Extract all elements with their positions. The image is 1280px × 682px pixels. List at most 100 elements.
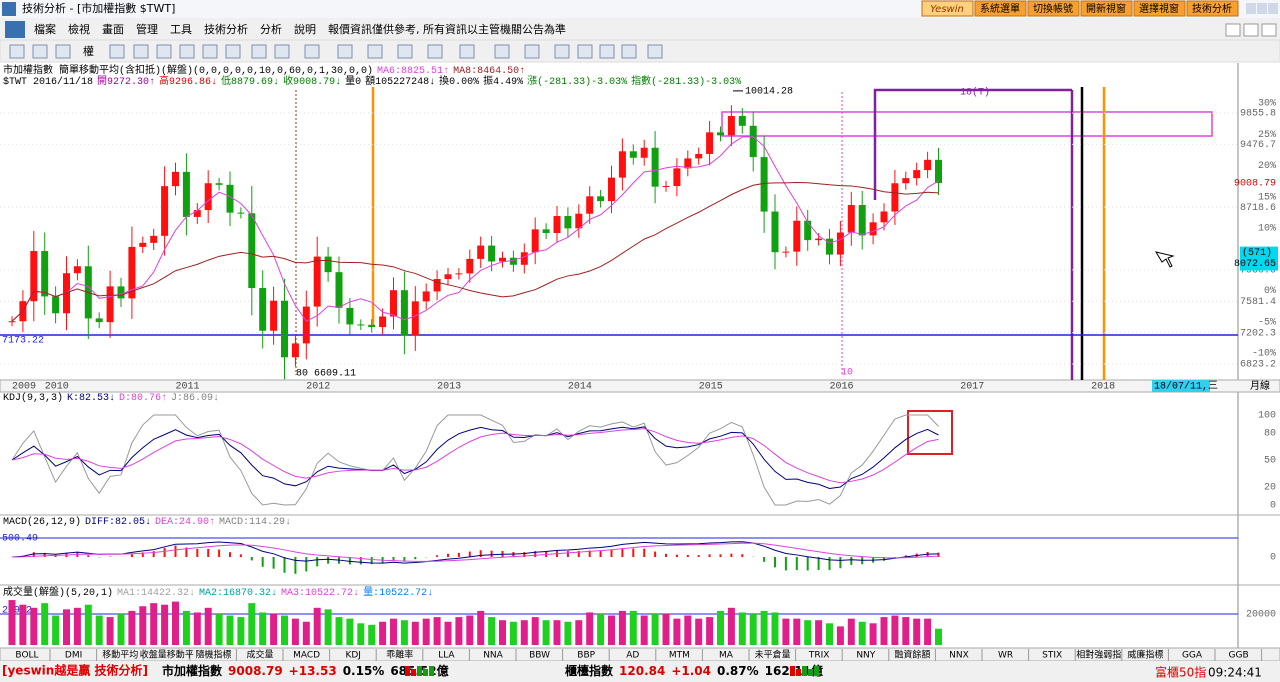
toolbar-button[interactable] [494,44,510,59]
tab[interactable]: STIX [1042,651,1062,661]
tab[interactable]: 威廉指標 [1127,649,1163,661]
mdi-button[interactable] [1243,23,1259,37]
volume-bar [41,603,49,645]
toolbar-button[interactable] [577,44,593,59]
volume-bar [760,610,768,645]
tab[interactable]: AD [626,651,639,661]
toolbar-label[interactable]: 權 [83,45,94,58]
toolbar-button[interactable] [367,44,383,59]
tab[interactable]: MTM [669,651,690,661]
toolbar-button[interactable] [621,44,637,59]
title-button-label[interactable]: 系統選單 [980,2,1020,15]
toolbar-button[interactable] [156,44,172,59]
tab[interactable]: BBP [577,651,595,661]
title-button[interactable] [1080,0,1133,17]
toolbar-button[interactable] [647,44,663,59]
toolbar-button[interactable] [459,44,475,59]
title-button[interactable] [1186,0,1239,17]
tab[interactable]: NNY [856,651,875,661]
tab[interactable]: 相對強弱指 [1076,649,1121,661]
tab[interactable]: DMI [65,651,82,661]
menu-item[interactable]: 畫面 [102,22,124,36]
candle [346,307,354,325]
candle [477,245,485,259]
menu-item[interactable]: 管理 [136,22,158,36]
title-button-label[interactable]: 開新視窗 [1086,2,1126,15]
toolbar-button[interactable] [133,44,149,59]
volume-bar [422,618,430,645]
title-button-label[interactable]: Yeswin [930,4,964,15]
candle [629,151,637,158]
toolbar-button[interactable] [32,44,48,59]
toolbar-button[interactable] [225,44,241,59]
tab[interactable]: GGB [1229,651,1249,661]
toolbar-button[interactable] [337,44,353,59]
menu-item[interactable]: 檢視 [68,22,90,36]
y-tick-label: 9855.8 [1240,109,1276,120]
tab[interactable]: 成交量 [246,649,273,661]
tab[interactable]: LLA [438,651,455,661]
tab[interactable]: NNA [483,651,503,661]
toolbar-button[interactable] [427,44,443,59]
toolbar-button[interactable] [179,44,195,59]
mini-bar [796,669,801,676]
volume-bar [324,609,332,645]
volume-bar [161,604,169,645]
title-button[interactable] [1027,0,1080,17]
toolbar-button[interactable] [554,44,570,59]
text-run: 9008.79 [228,664,283,678]
toolbar-button[interactable] [109,44,125,59]
candle [586,196,594,214]
tab[interactable]: 乖離率 [386,649,413,661]
tab[interactable]: 隨機指標 [195,649,231,661]
menu-item[interactable]: 分析 [260,22,282,36]
volume-bar [836,626,844,645]
status-ticker: 富櫃50指 [1155,665,1206,680]
tab[interactable]: BOLL [15,651,38,661]
title-button-label[interactable]: 切換帳號 [1033,2,1073,15]
toolbar-button[interactable] [599,44,615,59]
tab[interactable]: MACD [293,651,320,661]
candle [270,300,278,331]
toolbar-button[interactable] [304,44,320,59]
title-button[interactable] [921,0,974,17]
menu-item[interactable]: 說明 [294,22,316,36]
tab[interactable]: 收盤量移動平 [140,649,194,661]
mdi-button[interactable] [1261,23,1277,37]
tab[interactable]: BBW [529,651,550,661]
menu-item[interactable]: 技術分析 [204,22,248,36]
tab[interactable]: 未平倉量 [755,649,791,661]
mdi-button[interactable] [1225,23,1241,37]
toolbar-button[interactable] [9,44,25,59]
tab[interactable]: WR [998,651,1013,661]
tab[interactable]: MA [719,651,734,661]
toolbar-button[interactable] [55,44,71,59]
mini-bar [808,669,813,676]
title-button[interactable] [974,0,1027,17]
x-tick-label: 2017 [960,382,984,393]
window-control[interactable] [1268,3,1278,14]
tab[interactable]: GGA [1182,651,1203,661]
tab[interactable]: NNX [949,651,969,661]
toolbar-button[interactable] [397,44,413,59]
menu-item[interactable]: 檔案 [34,22,56,36]
volume-bar [880,617,888,645]
tab[interactable]: 融資餘額 [894,649,930,661]
toolbar-button[interactable] [202,44,218,59]
title-button-label[interactable]: 技術分析 [1192,2,1232,15]
title-button[interactable] [1133,0,1186,17]
volume-bar [618,610,626,645]
title-button-label[interactable]: 選擇視窗 [1139,2,1179,15]
window-control[interactable] [1257,3,1267,14]
toolbar-button[interactable] [274,44,290,59]
candle [117,286,125,299]
tab[interactable]: KDJ [345,651,361,661]
last-price: 9008.79 [1234,179,1276,190]
window-control[interactable] [1246,3,1256,14]
toolbar-button[interactable] [524,44,540,59]
menu-item[interactable]: 工具 [170,23,192,36]
tab[interactable]: TRIX [808,651,830,661]
tab[interactable]: 移動平均 [102,649,138,661]
volume-bar [575,620,583,645]
toolbar-button[interactable] [251,44,267,59]
